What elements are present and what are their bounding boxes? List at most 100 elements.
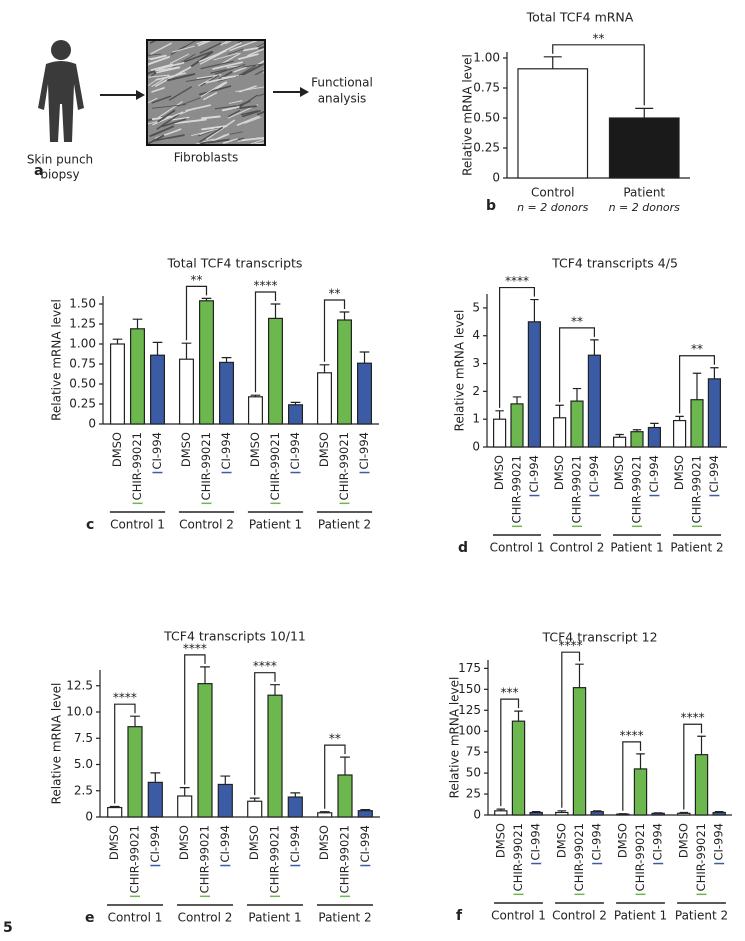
group-label: Control 1 <box>490 541 545 555</box>
error-bar <box>222 358 232 363</box>
texture <box>267 47 279 55</box>
chart-title: Total TCF4 mRNA <box>526 10 634 25</box>
series-label: CI-994 <box>288 825 302 863</box>
series-label: CI-994 <box>647 455 661 493</box>
y-tick-label: 0.50 <box>473 111 500 125</box>
y-tick-label: 0 <box>85 810 93 824</box>
bar <box>528 322 540 447</box>
bar <box>338 775 352 817</box>
bar <box>151 355 165 424</box>
bar <box>571 401 583 447</box>
error-bar <box>530 300 538 322</box>
error-bar <box>340 757 350 775</box>
significance-label: ** <box>329 732 341 746</box>
series-label: DMSO <box>676 823 690 858</box>
bar <box>494 419 506 447</box>
texture <box>266 129 281 137</box>
series-label: CI-994 <box>218 825 232 863</box>
group-label: Patient 2 <box>318 911 371 925</box>
bar <box>573 688 585 815</box>
group-label: Control 1 <box>110 518 165 532</box>
texture <box>266 28 291 44</box>
y-tick-label: 0.75 <box>69 357 96 371</box>
error-bar <box>360 352 370 363</box>
bar <box>268 695 282 817</box>
series-label: CI-994 <box>590 823 604 861</box>
error-bar <box>180 788 190 796</box>
y-tick-label: 0 <box>473 808 481 822</box>
bar <box>691 400 703 447</box>
series-label: DMSO <box>179 432 193 467</box>
bar <box>556 812 568 815</box>
bar <box>318 373 332 424</box>
series-label: CI-994 <box>587 455 601 493</box>
y-tick-label: 125 <box>458 703 481 717</box>
y-tick-label: 4 <box>472 328 480 342</box>
y-axis-label: Relative mRNA level <box>453 310 467 432</box>
series-label: CI-994 <box>288 432 302 470</box>
group-label: Control 2 <box>552 909 607 923</box>
error-bar <box>182 343 192 359</box>
series-label: CI-994 <box>712 823 726 861</box>
bar <box>695 755 707 815</box>
bar <box>198 684 212 817</box>
error-bar <box>340 312 350 320</box>
arrow <box>100 90 145 100</box>
error-bar <box>271 304 281 318</box>
chart-title: TCF4 transcripts 4/5 <box>551 256 678 271</box>
significance-label: ** <box>571 314 583 328</box>
significance-label: **** <box>620 728 644 742</box>
significance-label: **** <box>113 691 137 705</box>
texture <box>263 62 293 70</box>
arrow <box>273 87 309 97</box>
error-bar <box>573 389 581 402</box>
bar <box>220 362 234 424</box>
group-label: Patient 1 <box>248 911 301 925</box>
figure-number: 5 <box>3 920 13 936</box>
series-label: CHIR-99021 <box>510 455 524 523</box>
y-tick-label: 100 <box>458 724 481 738</box>
y-tick-label: 1 <box>472 412 480 426</box>
significance-label: **** <box>559 639 583 653</box>
series-label: CHIR-99021 <box>268 432 282 500</box>
group-label: Control 2 <box>178 911 233 925</box>
bar <box>518 69 588 178</box>
result-label: analysis <box>318 92 367 106</box>
significance-label: **** <box>183 641 207 655</box>
bar <box>609 118 679 178</box>
texture <box>264 65 284 72</box>
series-label: CI-994 <box>651 823 665 861</box>
error-bar <box>200 667 210 684</box>
bar <box>248 801 262 817</box>
y-tick-label: 12.5 <box>66 678 93 692</box>
bar <box>588 355 600 447</box>
bar <box>218 784 232 817</box>
bar <box>678 813 690 815</box>
series-label: DMSO <box>247 825 261 860</box>
series-label: DMSO <box>107 825 121 860</box>
significance-label: **** <box>253 659 277 673</box>
image-label: Fibroblasts <box>174 151 239 165</box>
series-label: CHIR-99021 <box>690 455 704 523</box>
y-tick-label: 25 <box>466 787 481 801</box>
series-label: DMSO <box>672 455 686 490</box>
bar <box>652 813 664 815</box>
y-tick-label: 1.25 <box>69 317 96 331</box>
y-tick-label: 0 <box>492 171 500 185</box>
series-label: CHIR-99021 <box>199 432 213 500</box>
series-label: CHIR-99021 <box>570 455 584 523</box>
category-note: n = 2 donors <box>609 201 681 214</box>
bar <box>128 727 142 817</box>
bar <box>318 813 332 817</box>
group-label: Patient 1 <box>614 909 667 923</box>
bar <box>178 796 192 817</box>
bar <box>495 811 507 815</box>
error-bar <box>693 373 701 399</box>
series-label: DMSO <box>492 455 506 490</box>
series-label: DMSO <box>317 432 331 467</box>
error-bar <box>635 108 653 118</box>
significance-label: ** <box>593 31 605 45</box>
bar <box>200 301 214 424</box>
error-bar <box>650 423 658 427</box>
